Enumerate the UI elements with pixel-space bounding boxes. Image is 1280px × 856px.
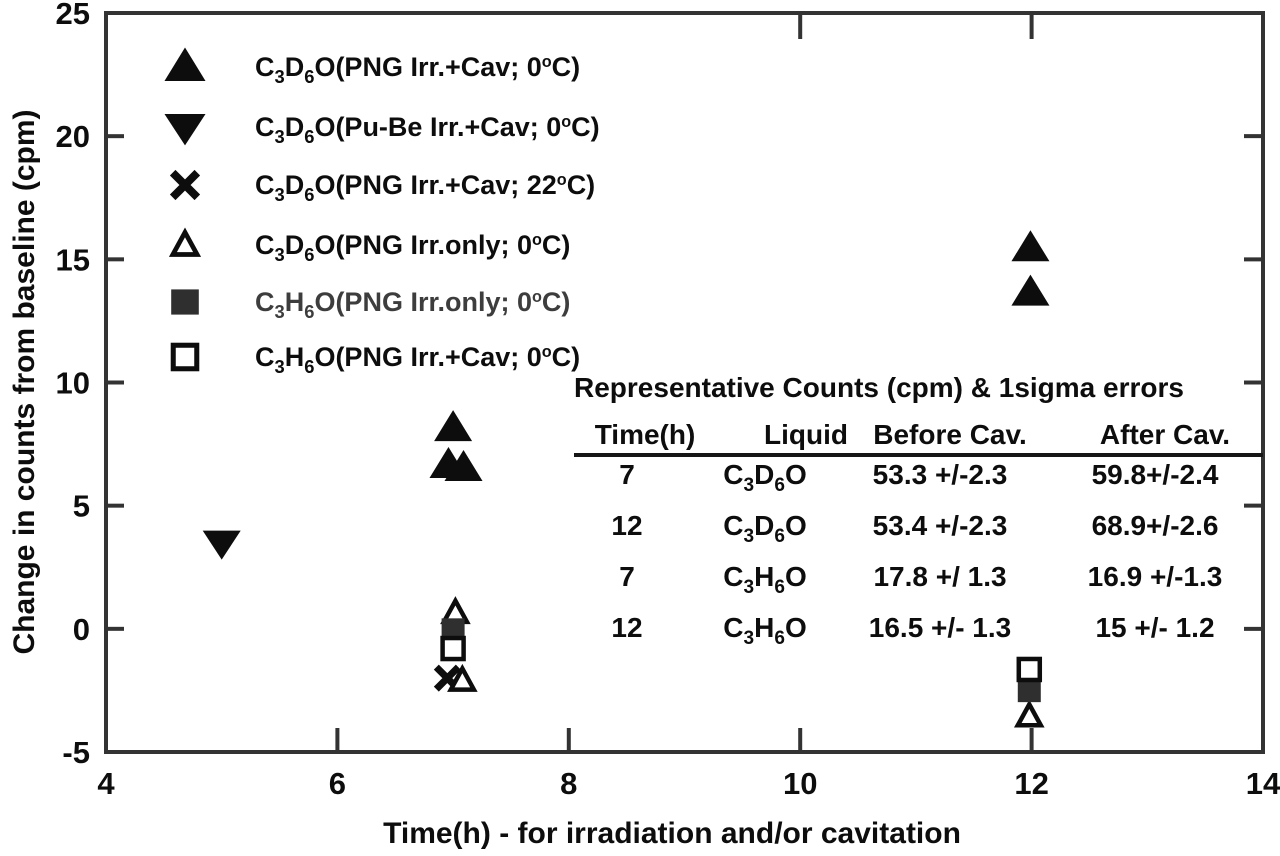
legend-marker-triangle-up-open-icon	[168, 227, 202, 257]
data-point-marker	[444, 449, 483, 481]
table-cell: 12	[611, 510, 643, 541]
legend: C3D6O(PNG Irr.+Cav; 0oC) C3D6O(Pu-Be Irr.…	[0, 0, 650, 400]
legend-marker-triangle-down-filled-icon	[164, 114, 206, 146]
y-tick-label: -5	[62, 735, 90, 770]
data-point-marker	[171, 289, 199, 315]
table-cell: C3D6O	[723, 510, 807, 548]
table-cell: 16.9 +/-1.3	[1087, 561, 1223, 592]
legend-label: C3D6O(PNG Irr.+Cav; 22oC)	[255, 169, 596, 205]
table-cell: 59.8+/-2.4	[1091, 459, 1219, 490]
table-header-rule	[574, 453, 1263, 457]
x-tick-label: 8	[560, 766, 577, 801]
y-axis-title: Change in counts from baseline (cpm)	[8, 109, 41, 654]
legend-marker-x-thick-icon	[169, 169, 201, 201]
data-point-marker	[164, 47, 206, 82]
plot-frame	[104, 11, 1265, 754]
y-tick-label: 15	[56, 242, 90, 277]
table-title: Representative Counts (cpm) & 1sigma err…	[574, 372, 1184, 403]
data-point-marker	[170, 342, 200, 372]
data-point-marker	[1011, 274, 1050, 306]
table-cell: 53.4 +/-2.3	[872, 510, 1008, 541]
legend-label: C3H6O(PNG Irr.only; 0oC)	[255, 286, 571, 322]
legend-label: C3D6O(PNG Irr.+Cav; 0oC)	[255, 51, 581, 87]
legend-item: C3D6O(Pu-Be Irr.+Cav; 0oC)	[157, 104, 600, 150]
legend-marker-triangle-up-filled-icon	[164, 47, 206, 82]
data-point-marker	[168, 227, 202, 257]
y-tick-label: 10	[56, 366, 90, 401]
table-header-cell: After Cav.	[1099, 419, 1231, 450]
legend-marker-square-open-icon	[170, 342, 200, 372]
table-cell: C3H6O	[723, 561, 807, 599]
table-cell: 15 +/- 1.2	[1095, 612, 1215, 643]
x-tick-label: 12	[1014, 766, 1048, 801]
y-tick-label: 5	[73, 489, 90, 524]
table-header-cell: Before Cav.	[873, 419, 1027, 450]
data-point-marker	[434, 410, 473, 442]
data-point-marker	[1011, 230, 1050, 262]
x-tick-label: 6	[329, 766, 346, 801]
x-tick-label: 10	[783, 766, 817, 801]
table-cell: C3D6O	[723, 459, 807, 497]
table-cell: 53.3 +/-2.3	[872, 459, 1008, 490]
legend-marker-square-filled-icon	[171, 289, 199, 315]
table-cell: 12	[611, 612, 643, 643]
legend-label: C3D6O(PNG Irr.only; 0oC)	[255, 229, 571, 265]
table-cell: 7	[619, 459, 635, 490]
x-tick-label: 4	[97, 766, 115, 801]
data-point-marker	[202, 530, 241, 560]
table-cell: 16.5 +/- 1.3	[868, 612, 1012, 643]
legend-item: C3D6O(PNG Irr.+Cav; 0oC)	[157, 44, 580, 90]
table-header-cell: Liquid	[764, 419, 848, 450]
legend-label: C3D6O(Pu-Be Irr.+Cav; 0oC)	[255, 111, 600, 147]
legend-item: C3D6O(PNG Irr.only; 0oC)	[157, 222, 570, 268]
data-point-marker	[1013, 699, 1045, 728]
table-header-cell: Time(h)	[594, 419, 696, 450]
data-point-marker	[164, 114, 206, 146]
table-cell: 7	[619, 561, 635, 592]
data-point-marker	[1017, 681, 1041, 703]
legend-item: C3H6O(PNG Irr.+Cav; 0oC)	[157, 334, 580, 380]
legend-item: C3D6O(PNG Irr.+Cav; 22oC)	[157, 162, 595, 208]
y-tick-label: 25	[56, 0, 90, 31]
legend-item: C3H6O(PNG Irr.only; 0oC)	[157, 279, 570, 325]
data-point-marker	[447, 663, 478, 692]
table-cell: C3H6O	[723, 612, 807, 650]
table-cell: 17.8 +/ 1.3	[873, 561, 1007, 592]
y-tick-label: 0	[73, 612, 90, 647]
data-point-marker	[169, 169, 201, 201]
legend-label: C3H6O(PNG Irr.+Cav; 0oC)	[255, 341, 581, 377]
y-tick-label: 20	[56, 119, 90, 154]
data-point-marker	[440, 635, 466, 662]
table-cell: 68.9+/-2.6	[1091, 510, 1219, 541]
data-point-marker	[441, 618, 465, 640]
data-point-marker	[1016, 656, 1043, 683]
x-axis-title: Time(h) - for irradiation and/or cavitat…	[383, 817, 961, 850]
x-tick-label: 14	[1246, 766, 1280, 801]
